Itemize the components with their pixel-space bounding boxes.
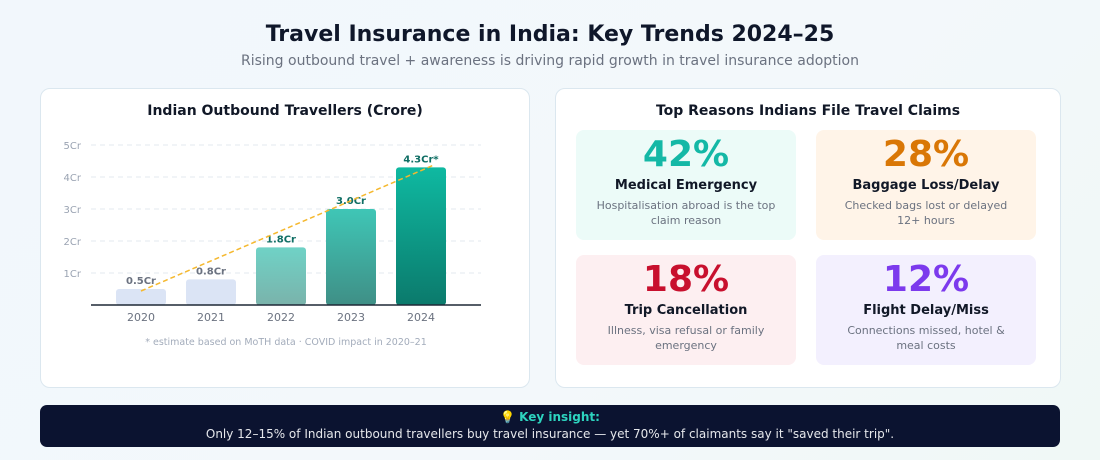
claim-description: Checked bags lost or delayed 12+ hours bbox=[844, 199, 1008, 227]
claim-label: Medical Emergency bbox=[614, 178, 758, 193]
y-tick-label: 1Cr bbox=[64, 269, 82, 280]
x-tick-label: 2023 bbox=[337, 311, 365, 324]
bar-2020 bbox=[116, 289, 166, 305]
y-tick-label: 5Cr bbox=[64, 141, 82, 152]
y-tick-label: 3Cr bbox=[64, 205, 82, 216]
claim-percentage: 18% bbox=[642, 259, 730, 300]
claim-description: Illness, visa refusal or family emergenc… bbox=[607, 324, 765, 352]
claim-card-baggage: 28% Baggage Loss/Delay Checked bags lost… bbox=[816, 130, 1036, 240]
x-tick-label: 2022 bbox=[267, 311, 295, 324]
bar-value-label: 3.0Cr bbox=[336, 196, 366, 207]
claim-label: Trip Cancellation bbox=[624, 303, 748, 318]
key-insight-banner: 💡 Key insight: Only 12–15% of Indian out… bbox=[40, 405, 1060, 447]
y-tick-label: 2Cr bbox=[64, 237, 82, 248]
claim-percentage: 12% bbox=[882, 259, 970, 300]
claim-card-flight-delay: 12% Flight Delay/Miss Connections missed… bbox=[816, 255, 1036, 365]
y-tick-label: 4Cr bbox=[64, 173, 82, 184]
bar-2021 bbox=[186, 279, 236, 305]
claim-description: Hospitalisation abroad is the top claim … bbox=[596, 199, 776, 227]
bar-value-label: 4.3Cr* bbox=[403, 154, 439, 165]
page-title: Travel Insurance in India: Key Trends 20… bbox=[265, 22, 835, 47]
outbound-travellers-bar-chart: 1Cr 2Cr 3Cr 4Cr 5Cr 0.5Cr 2020 0.8Cr 2021 1.8Cr 20… bbox=[64, 141, 481, 348]
insight-title: 💡 Key insight: bbox=[500, 410, 600, 424]
claim-label: Flight Delay/Miss bbox=[863, 303, 989, 318]
bar-2023 bbox=[326, 209, 376, 305]
bar-2024 bbox=[396, 167, 446, 305]
insight-text: Only 12–15% of Indian outbound traveller… bbox=[205, 427, 895, 441]
claim-percentage: 42% bbox=[642, 134, 730, 175]
claim-description: Connections missed, hotel & meal costs bbox=[847, 324, 1005, 352]
trend-line bbox=[140, 164, 434, 292]
x-tick-label: 2020 bbox=[127, 311, 155, 324]
claims-panel: Top Reasons Indians File Travel Claims 4… bbox=[555, 88, 1061, 388]
claims-title: Top Reasons Indians File Travel Claims bbox=[655, 103, 961, 119]
x-tick-label: 2024 bbox=[407, 311, 435, 324]
x-tick-label: 2021 bbox=[197, 311, 225, 324]
bar-2022 bbox=[256, 247, 306, 305]
chart-title: Indian Outbound Travellers (Crore) bbox=[147, 103, 423, 119]
claim-label: Baggage Loss/Delay bbox=[852, 178, 1000, 193]
page-subtitle: Rising outbound travel + awareness is dr… bbox=[241, 53, 859, 69]
bar-value-label: 1.8Cr bbox=[266, 234, 296, 245]
outbound-travellers-chart-panel: Indian Outbound Travellers (Crore) 1Cr 2C… bbox=[40, 88, 530, 388]
chart-footnote: * estimate based on MoTH data · COVID im… bbox=[145, 337, 427, 348]
bar-value-label: 0.8Cr bbox=[196, 266, 226, 277]
claim-percentage: 28% bbox=[882, 134, 970, 175]
claim-card-medical: 42% Medical Emergency Hospitalisation ab… bbox=[576, 130, 796, 240]
claim-card-cancellation: 18% Trip Cancellation Illness, visa refu… bbox=[576, 255, 796, 365]
bar-value-label: 0.5Cr bbox=[126, 276, 156, 287]
